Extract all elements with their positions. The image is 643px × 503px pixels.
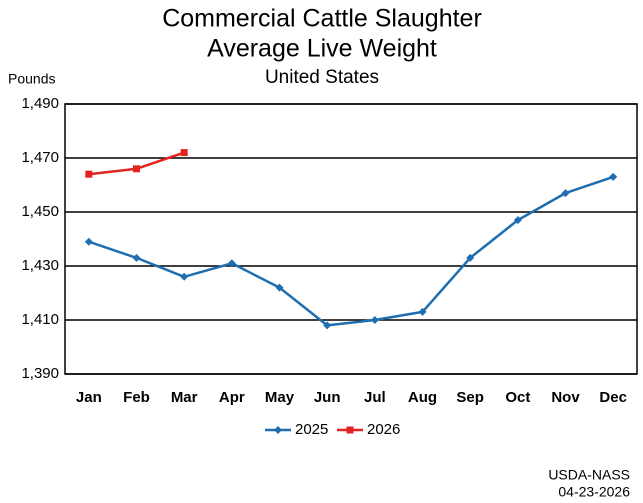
data-point [466,253,475,262]
chart-title: Commercial Cattle Slaughter [162,5,482,33]
x-tick-label: Nov [551,389,580,406]
legend-label: 2025 [295,421,328,438]
source: USDA-NASS [548,467,630,483]
data-point [513,216,522,225]
x-tick-label: May [265,389,295,406]
date: 04-23-2026 [558,484,630,500]
data-point [561,189,570,198]
y-tick-label: 1,450 [21,203,59,220]
legend-marker [346,426,354,434]
y-tick-label: 1,390 [21,365,59,382]
y-tick-label: 1,490 [21,95,59,112]
data-point [609,172,618,181]
x-tick-label: Aug [408,389,437,406]
data-point [370,316,379,324]
series-line [88,175,614,327]
data-point [132,253,141,262]
y-tick-label: 1,430 [21,257,59,274]
y-axis-label: Pounds [8,71,55,87]
legend-label: 2026 [367,421,400,438]
legend-marker [274,426,282,434]
data-point [180,272,189,281]
x-tick-label: Dec [599,389,627,406]
data-point [84,237,93,246]
data-point [418,307,427,316]
data-point [227,259,236,268]
x-tick-label: Jul [364,389,386,406]
data-point [133,165,140,173]
x-tick-label: Oct [505,389,530,406]
plot-border [64,103,638,375]
data-point [180,149,188,157]
chart-title: Average Live Weight [207,35,437,63]
data-point [85,170,93,178]
data-point [275,283,284,292]
x-tick-label: Feb [123,389,150,406]
x-tick-label: Mar [171,389,198,406]
x-tick-label: Apr [219,389,245,406]
y-tick-label: 1,410 [21,311,59,328]
y-tick-label: 1,470 [21,149,59,166]
data-point [323,321,332,330]
x-tick-label: Sep [456,389,484,406]
chart-subtitle: United States [265,67,379,88]
x-tick-label: Jan [76,389,102,406]
x-tick-label: Jun [314,389,341,406]
